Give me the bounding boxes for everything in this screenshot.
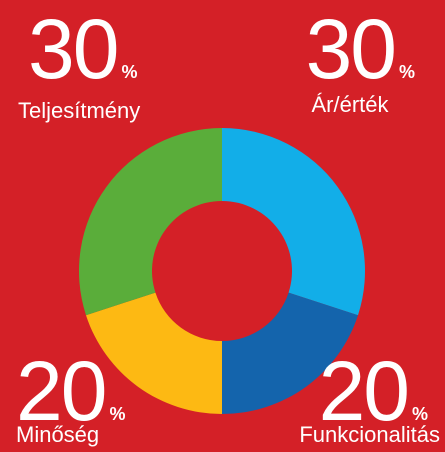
donut-segment <box>78 128 222 316</box>
value-label: 20 <box>16 344 105 438</box>
value-label: 30 <box>28 2 117 96</box>
donut-segment <box>222 292 359 414</box>
value-label: 20 <box>319 344 408 438</box>
unit-label: % <box>399 62 415 82</box>
unit-label: % <box>109 404 125 424</box>
category-label: Funkcionalitás <box>299 422 440 447</box>
value-label: 30 <box>306 2 395 96</box>
category-label: Teljesítmény <box>18 98 140 123</box>
donut-segment <box>85 292 222 414</box>
donut-segment <box>222 128 365 316</box>
category-label: Minőség <box>16 422 99 447</box>
unit-label: % <box>412 404 428 424</box>
category-label: Ár/érték <box>311 92 389 117</box>
unit-label: % <box>121 62 137 82</box>
